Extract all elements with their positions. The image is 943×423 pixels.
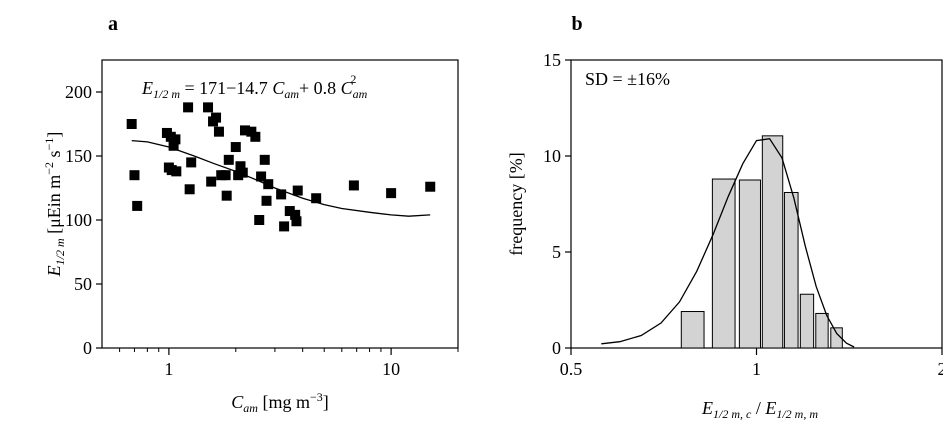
- panel-a-label: a: [108, 13, 118, 35]
- panel-a-data-point: [311, 193, 322, 204]
- panel-b-x-tick-label: 1: [752, 359, 761, 379]
- panel-a-data-point: [239, 125, 250, 136]
- panel-a-data-point: [246, 126, 257, 137]
- panel-b-histogram-bar: [815, 312, 829, 349]
- panel-a-data-point: [279, 221, 290, 232]
- panel-a-data-point: [220, 170, 231, 181]
- panel-b-histogram-bar: [761, 135, 784, 349]
- panel-a-data-point: [129, 170, 140, 181]
- panel-a-data-point: [276, 189, 287, 200]
- panel-b-histogram-bar: [680, 311, 705, 349]
- panel-a-data-point: [348, 180, 359, 191]
- panel-b-y-tick-label: 10: [543, 146, 561, 166]
- panel-a-x-axis-label: Cam [mg m−3]: [231, 390, 328, 415]
- panel-b-annotation: SD = ±16%: [585, 69, 670, 89]
- panel-b-histogram-bar: [738, 179, 761, 349]
- panel-a-y-tick-label: 50: [74, 274, 92, 294]
- panel-a: a E1/2 m = 171−14.7 Cam+ 0.8 Cam2 E1/2 m…: [42, 13, 459, 415]
- panel-b-x-axis-label: E1/2 m, c / E1/2 m, m: [701, 398, 818, 421]
- panel-b-x-tick-label: 2: [938, 359, 943, 379]
- panel-a-data-point: [203, 102, 214, 113]
- panel-a-data-point: [213, 126, 224, 137]
- panel-a-data-point: [168, 140, 179, 151]
- panel-a-data-point: [291, 216, 302, 227]
- panel-b-normal-curve: [601, 137, 855, 348]
- panel-b: b SD = ±16% frequency [%] E1/2 m, c / E1…: [506, 13, 943, 421]
- panel-a-data-point: [211, 112, 222, 123]
- panel-a-y-tick-label: 100: [65, 210, 92, 230]
- panel-a-data-point: [290, 209, 301, 220]
- panel-b-data: [601, 135, 855, 349]
- panel-a-y-tick-label: 200: [65, 82, 92, 102]
- panel-b-y-tick-label: 5: [552, 242, 561, 262]
- panel-a-data-point: [256, 171, 267, 182]
- panel-a-data-point: [250, 131, 261, 142]
- panel-b-y-tick-label: 0: [552, 338, 561, 358]
- panel-a-data-point: [223, 154, 234, 165]
- panel-a-data-point: [221, 190, 232, 201]
- panel-a-data-point: [235, 161, 246, 172]
- panel-a-data-point: [237, 167, 248, 178]
- panel-b-axes: 0 5 10 15 0.5 1 2: [543, 50, 943, 379]
- panel-a-data: [126, 102, 436, 232]
- panel-b-histogram-bar: [799, 293, 815, 349]
- panel-a-data-point: [171, 166, 182, 177]
- panel-b-histogram-bar: [711, 178, 736, 349]
- panel-b-y-tick-label: 15: [543, 50, 561, 70]
- panel-a-equation: E1/2 m = 171−14.7 Cam+ 0.8 Cam2: [141, 72, 368, 101]
- panel-b-histogram-bar: [830, 327, 843, 349]
- panel-a-data-point: [284, 206, 295, 217]
- panel-b-histogram-bar: [783, 191, 799, 349]
- panel-a-y-tick-label: 150: [65, 146, 92, 166]
- panel-a-data-point: [126, 119, 137, 129]
- panel-a-axes: 0 50 100 150 200 1 10: [65, 82, 459, 379]
- panel-a-data-point: [170, 134, 181, 145]
- panel-a-x-tick-label: 10: [382, 359, 400, 379]
- panel-a-y-tick-label: 0: [83, 338, 92, 358]
- panel-a-data-point: [425, 181, 436, 192]
- panel-a-data-point: [386, 188, 397, 199]
- panel-a-data-point: [186, 157, 197, 168]
- panel-a-data-point: [292, 185, 303, 196]
- panel-a-data-point: [261, 195, 272, 206]
- panel-b-x-tick-label: 0.5: [560, 359, 583, 379]
- panel-a-data-point: [259, 154, 270, 165]
- panel-a-data-point: [183, 102, 194, 113]
- panel-b-y-axis-label: frequency [%]: [506, 152, 526, 255]
- panel-a-y-axis-label: E1/2 m [μEin m−2 s−1]: [42, 132, 67, 278]
- panel-a-data-point: [263, 179, 274, 190]
- panel-a-data-point: [132, 200, 143, 211]
- panel-a-x-tick-label: 1: [164, 359, 173, 379]
- panel-a-fit-curve: [131, 139, 431, 217]
- panel-a-plot-frame: [101, 59, 459, 349]
- panel-a-data-point: [254, 215, 265, 225]
- panel-b-label: b: [571, 13, 582, 35]
- panel-a-data-point: [206, 176, 217, 187]
- panel-a-data-point: [184, 184, 195, 195]
- panel-a-data-point: [230, 142, 241, 153]
